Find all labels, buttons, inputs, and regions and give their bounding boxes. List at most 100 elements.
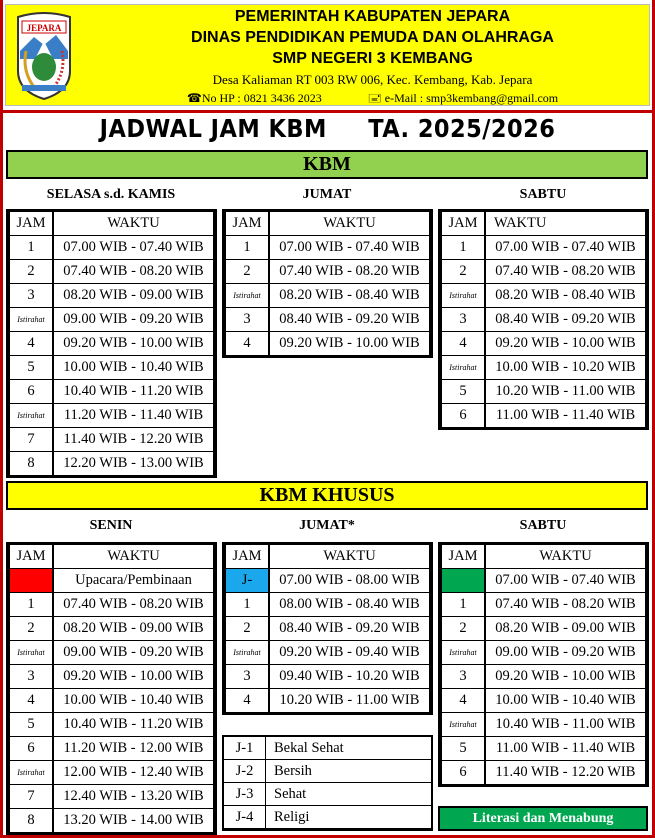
jam-cell: Istirahat bbox=[442, 284, 484, 307]
table-row: 5 10.40 WIB - 11.20 WIB bbox=[10, 713, 213, 736]
jam-cell: 7 bbox=[10, 428, 52, 451]
waktu-cell: 11.20 WIB - 11.40 WIB bbox=[54, 404, 213, 427]
jam-cell: 4 bbox=[226, 689, 268, 712]
table-row: 1 07.40 WIB - 08.20 WIB bbox=[10, 593, 213, 616]
table-row: Upacara/Pembinaan bbox=[10, 569, 213, 592]
letterhead: JEPARA PEMERINTAH KABUPATEN JEPARA DINAS… bbox=[5, 4, 650, 106]
waktu-cell: 09.20 WIB - 09.40 WIB bbox=[270, 641, 429, 664]
header-waktu: WAKTU bbox=[486, 212, 645, 235]
waktu-cell: 07.40 WIB - 08.20 WIB bbox=[54, 260, 213, 283]
table-row: 3 09.20 WIB - 10.00 WIB bbox=[10, 665, 213, 688]
waktu-cell: 08.40 WIB - 09.20 WIB bbox=[270, 617, 429, 640]
legend-code: J-3 bbox=[224, 783, 266, 806]
header-jam: JAM bbox=[442, 212, 484, 235]
waktu-cell: 08.20 WIB - 08.40 WIB bbox=[270, 284, 429, 307]
waktu-cell: 13.20 WIB - 14.00 WIB bbox=[54, 809, 213, 832]
waktu-cell: 07.00 WIB - 08.00 WIB bbox=[270, 569, 429, 592]
table-row: Istirahat 12.00 WIB - 12.40 WIB bbox=[10, 761, 213, 784]
jam-cell: 3 bbox=[10, 284, 52, 307]
dept-name: DINAS PENDIDIKAN PEMUDA DAN OLAHRAGA bbox=[191, 29, 554, 46]
jam-cell: 3 bbox=[226, 308, 268, 331]
waktu-cell: 12.40 WIB - 13.20 WIB bbox=[54, 785, 213, 808]
waktu-cell: 09.00 WIB - 09.20 WIB bbox=[54, 308, 213, 331]
table-row: 8 13.20 WIB - 14.00 WIB bbox=[10, 809, 213, 832]
jam-cell: 6 bbox=[442, 761, 484, 784]
waktu-cell: 07.40 WIB - 08.20 WIB bbox=[270, 260, 429, 283]
jam-cell: 3 bbox=[442, 665, 484, 688]
waktu-cell: 11.20 WIB - 12.00 WIB bbox=[54, 737, 213, 760]
table-row: Istirahat 09.00 WIB - 09.20 WIB bbox=[10, 308, 213, 331]
table-row: 5 10.20 WIB - 11.00 WIB bbox=[442, 380, 645, 403]
table-row: Istirahat 09.00 WIB - 09.20 WIB bbox=[442, 641, 645, 664]
schedule-table: JAM WAKTU 1 07.00 WIB - 07.40 WIB 2 07.40 WIB… bbox=[438, 209, 649, 430]
table-header: JAM WAKTU bbox=[10, 545, 213, 568]
table-row: 1 07.40 WIB - 08.20 WIB bbox=[442, 593, 645, 616]
waktu-cell: 10.40 WIB - 11.00 WIB bbox=[486, 713, 645, 736]
legend-row: J-2 Bersih bbox=[224, 760, 431, 783]
jam-cell: Istirahat bbox=[226, 284, 268, 307]
jam-cell: 8 bbox=[10, 809, 52, 832]
waktu-cell: 08.20 WIB - 09.00 WIB bbox=[486, 617, 645, 640]
legend-meaning: Bekal Sehat bbox=[266, 737, 431, 760]
waktu-cell: 09.40 WIB - 10.20 WIB bbox=[270, 665, 429, 688]
jam-cell: 4 bbox=[10, 332, 52, 355]
table-row: 8 12.20 WIB - 13.00 WIB bbox=[10, 452, 213, 475]
waktu-cell: 11.00 WIB - 11.40 WIB bbox=[486, 737, 645, 760]
table-header: JAM WAKTU bbox=[442, 545, 645, 568]
jam-cell: 1 bbox=[226, 593, 268, 616]
waktu-cell: Upacara/Pembinaan bbox=[54, 569, 213, 592]
table-row: 2 07.40 WIB - 08.20 WIB bbox=[10, 260, 213, 283]
waktu-cell: 07.00 WIB - 07.40 WIB bbox=[270, 236, 429, 259]
waktu-cell: 10.20 WIB - 11.00 WIB bbox=[486, 380, 645, 403]
email: 🖃 e-Mail : smp3kembang@gmail.com bbox=[367, 91, 559, 105]
literasi-dan-menabung-label: Literasi dan Menabung bbox=[438, 806, 648, 831]
waktu-cell: 10.20 WIB - 11.00 WIB bbox=[270, 689, 429, 712]
day-label: JUMAT* bbox=[299, 518, 355, 533]
page-title: JADWAL JAM KBM TA. 2025/2026 bbox=[99, 114, 556, 143]
jam-cell: 2 bbox=[226, 617, 268, 640]
table-header: JAM WAKTU bbox=[10, 212, 213, 235]
table-row: 2 07.40 WIB - 08.20 WIB bbox=[442, 260, 645, 283]
waktu-cell: 12.00 WIB - 12.40 WIB bbox=[54, 761, 213, 784]
waktu-cell: 09.20 WIB - 10.00 WIB bbox=[486, 665, 645, 688]
jam-cell: 1 bbox=[226, 236, 268, 259]
table-row: 4 10.00 WIB - 10.40 WIB bbox=[10, 689, 213, 712]
legend-code: J-1 bbox=[224, 737, 266, 760]
jam-cell: 1 bbox=[442, 593, 484, 616]
table-row: 4 09.20 WIB - 10.00 WIB bbox=[10, 332, 213, 355]
legend-meaning: Religi bbox=[266, 806, 431, 829]
header-jam: JAM bbox=[442, 545, 484, 568]
jam-cell: Istirahat bbox=[226, 641, 268, 664]
jam-cell: Istirahat bbox=[10, 641, 52, 664]
table-row: 1 07.00 WIB - 07.40 WIB bbox=[10, 236, 213, 259]
table-row: 4 10.00 WIB - 10.40 WIB bbox=[442, 689, 645, 712]
header-waktu: WAKTU bbox=[270, 212, 429, 235]
jam-cell bbox=[10, 569, 52, 592]
jam-cell: Istirahat bbox=[10, 761, 52, 784]
table-row: Istirahat 11.20 WIB - 11.40 WIB bbox=[10, 404, 213, 427]
table-row: Istirahat 10.40 WIB - 11.00 WIB bbox=[442, 713, 645, 736]
header-waktu: WAKTU bbox=[54, 545, 213, 568]
table-row: 3 08.40 WIB - 09.20 WIB bbox=[442, 308, 645, 331]
legend-code: J-4 bbox=[224, 806, 266, 829]
waktu-cell: 08.20 WIB - 09.00 WIB bbox=[54, 617, 213, 640]
jam-cell: 3 bbox=[10, 665, 52, 688]
phone: ☎No HP : 0821 3436 2023 bbox=[186, 91, 322, 105]
table-row: 7 12.40 WIB - 13.20 WIB bbox=[10, 785, 213, 808]
jam-cell: 1 bbox=[10, 236, 52, 259]
waktu-cell: 11.00 WIB - 11.40 WIB bbox=[486, 404, 645, 427]
table-row: 3 09.40 WIB - 10.20 WIB bbox=[226, 665, 429, 688]
gov-name: PEMERINTAH KABUPATEN JEPARA bbox=[234, 8, 511, 25]
jam-cell: Istirahat bbox=[10, 404, 52, 427]
table-row: 1 08.00 WIB - 08.40 WIB bbox=[226, 593, 429, 616]
table-header: JAM WAKTU bbox=[442, 212, 645, 235]
table-row: 3 08.40 WIB - 09.20 WIB bbox=[226, 308, 429, 331]
jam-cell: Istirahat bbox=[442, 356, 484, 379]
divider bbox=[0, 110, 655, 113]
jam-cell: 4 bbox=[226, 332, 268, 355]
table-row: 5 10.00 WIB - 10.40 WIB bbox=[10, 356, 213, 379]
table-row: Istirahat 09.20 WIB - 09.40 WIB bbox=[226, 641, 429, 664]
table-row: 3 09.20 WIB - 10.00 WIB bbox=[442, 665, 645, 688]
school-name: SMP NEGERI 3 KEMBANG bbox=[272, 50, 473, 67]
waktu-cell: 10.00 WIB - 10.40 WIB bbox=[486, 689, 645, 712]
